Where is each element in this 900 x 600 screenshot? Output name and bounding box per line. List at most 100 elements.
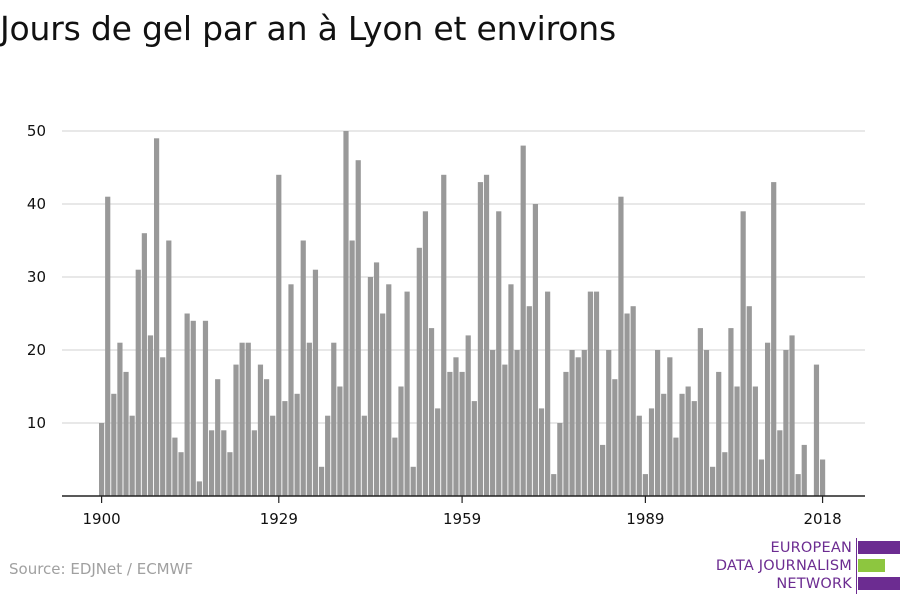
bar [771,182,777,496]
bar [288,284,294,496]
bar [245,342,251,496]
y-tick-label: 30 [27,268,46,286]
bar [777,430,783,496]
bar [710,466,716,496]
bar [801,444,807,496]
bar [575,357,581,496]
bar [410,466,416,496]
bar [587,291,593,496]
y-tick-label: 20 [27,341,46,359]
bar [428,328,435,496]
bar [728,328,734,496]
bar [526,306,532,496]
bar [416,247,422,496]
x-axis-labels: 1900 1929 1959 1989 2018 [83,496,842,528]
bar [178,452,184,496]
bar [227,452,233,496]
bar [202,320,209,496]
bar [221,430,227,496]
bar [789,335,795,496]
bar [642,474,648,496]
bar [581,350,587,496]
bar [270,415,276,496]
bar [435,408,441,496]
bar [337,386,343,496]
logo-bar-bottom [858,577,900,590]
bar [691,401,697,496]
bar [99,423,105,496]
x-tick-label: 1929 [260,510,298,528]
bar [551,474,557,496]
bar [606,350,612,496]
x-tick-label: 1900 [83,510,121,528]
bar [105,196,111,496]
bar [172,437,178,496]
bar [667,357,673,496]
bar [545,291,551,496]
bar [819,459,826,496]
bar [422,211,429,497]
bar [630,306,636,496]
chart-title: Jours de gel par an à Lyon et environs [0,9,616,48]
bar [655,350,661,496]
x-tick-label: 2018 [803,510,841,528]
bar [569,350,575,496]
bar [318,466,325,496]
bar [746,306,752,496]
bar [648,408,655,496]
bar [111,393,117,496]
bar [355,160,361,496]
bar [795,474,801,496]
bar [441,174,447,497]
bar [673,437,679,496]
bar [636,415,642,496]
bar [563,371,569,496]
bar [373,262,380,496]
y-tick-label: 50 [27,122,46,140]
bar [312,269,319,496]
bar [361,415,367,496]
bar [215,379,221,496]
bar [300,240,306,496]
bar [325,415,331,496]
bar [612,379,618,496]
bar [532,204,539,496]
bar [538,408,545,496]
bar [263,379,270,496]
bar [465,335,471,496]
x-tick-label: 1959 [443,510,481,528]
y-tick-label: 10 [27,414,46,432]
bar [123,371,129,496]
bar [386,284,392,496]
bar [514,350,520,496]
logo-bar-top [858,541,900,554]
bar [716,371,722,496]
bar [685,386,691,496]
logo-divider [856,538,857,594]
bar [392,437,398,496]
bar [618,196,624,496]
bar [471,401,477,496]
bar [508,284,514,496]
bar [349,240,355,496]
bar [404,291,410,496]
bar [593,291,600,496]
bar [483,174,490,497]
x-tick-label: 1989 [626,510,664,528]
bar [147,335,154,496]
bar [166,240,172,496]
bar [160,357,166,496]
bar [257,364,264,496]
bar [624,313,630,496]
bar [734,386,740,496]
bar [557,423,563,496]
bar [740,211,746,497]
source-note: Source: EDJNet / ECMWF [9,560,194,578]
y-axis-labels: 10 20 30 40 50 [27,122,46,432]
bar [135,269,141,496]
bar [239,342,245,496]
y-tick-label: 40 [27,195,46,213]
bar [190,320,196,496]
logo-line-3: NETWORK [776,576,852,592]
bar [722,452,728,496]
